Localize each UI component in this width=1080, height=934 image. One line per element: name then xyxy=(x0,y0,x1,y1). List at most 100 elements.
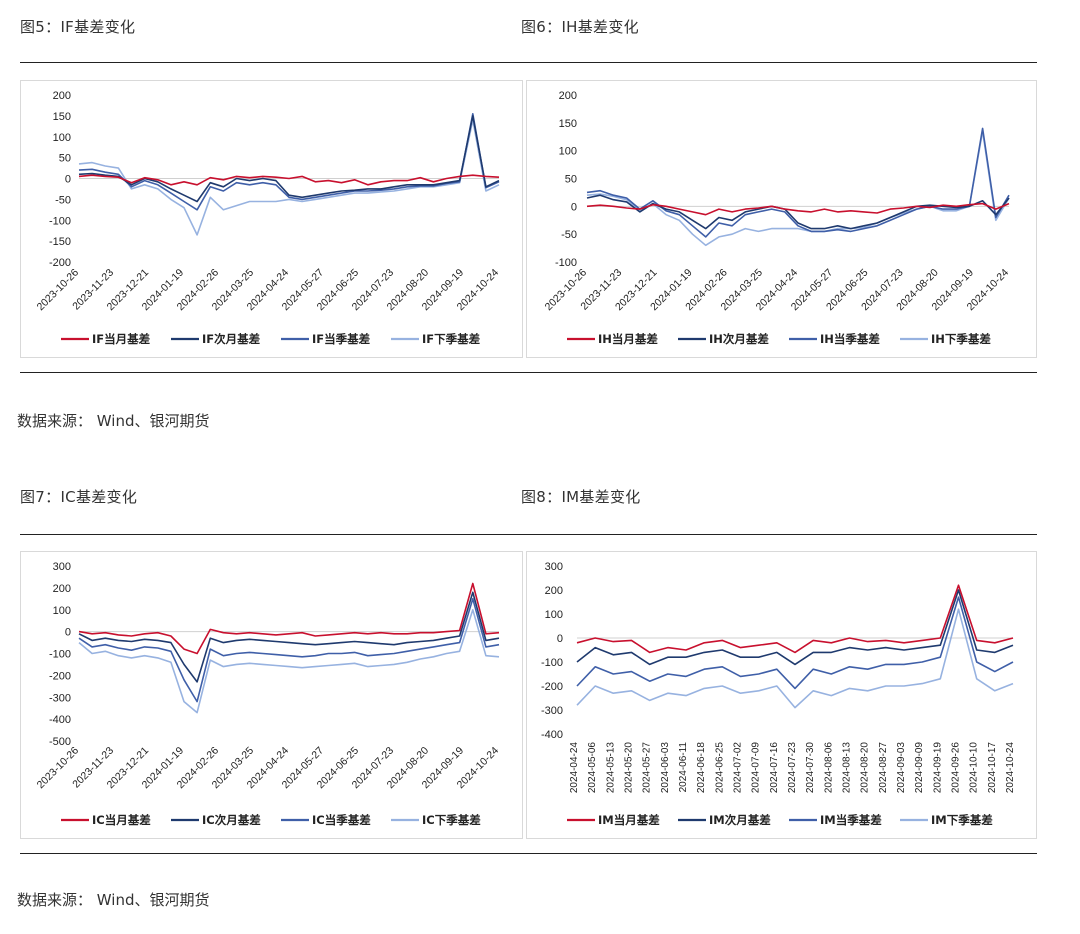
x-tick-label: 2024-07-16 xyxy=(769,742,780,794)
bottom-rule xyxy=(20,853,1037,854)
y-tick-label: 300 xyxy=(53,561,71,573)
legend-label: IF当月基差 xyxy=(92,332,151,346)
x-tick-label: 2024-07-09 xyxy=(751,742,762,794)
x-tick-label: 2024-06-03 xyxy=(660,742,671,794)
figure-7-caption: 图7：IC基差变化 xyxy=(20,488,138,506)
mid-rule-2 xyxy=(20,534,1037,535)
x-tick-label: 2024-09-09 xyxy=(914,742,925,794)
x-tick-label: 2024-05-06 xyxy=(587,742,598,794)
x-tick-label: 2024-08-13 xyxy=(842,742,853,794)
legend-label: IC次月基差 xyxy=(202,813,261,827)
x-tick-label: 2024-09-03 xyxy=(896,742,907,794)
chart-panel-ih: 200 150 100 50 0 -50 -100 2023-10-26 2023-11-23 2… xyxy=(526,80,1037,358)
y-tick-label: 300 xyxy=(545,561,563,573)
y-tick-label: 100 xyxy=(53,605,71,617)
legend-label: IH次月基差 xyxy=(709,332,769,346)
legend-label: IM下季基差 xyxy=(931,813,993,827)
x-tick-label: 2024-08-27 xyxy=(878,742,889,794)
series-line-current-month xyxy=(78,174,500,186)
chart-panel-im: 300 200 100 0 -100 -200 -300 -400 2024-04-24 2024… xyxy=(526,551,1037,839)
y-tick-label: -400 xyxy=(541,729,563,741)
series-line-current-month xyxy=(576,584,1014,654)
figure-8-caption: 图8：IM基差变化 xyxy=(521,488,641,506)
im-basis-chart: 300 200 100 0 -100 -200 -300 -400 2024-04-24 2024… xyxy=(541,561,1016,827)
y-tick-label: 100 xyxy=(559,146,577,158)
legend-label: IC下季基差 xyxy=(422,813,481,827)
y-tick-label: 200 xyxy=(545,585,563,597)
legend-label: IF下季基差 xyxy=(422,332,481,346)
x-tick-label: 2024-07-30 xyxy=(805,742,816,794)
series-line-current-month xyxy=(586,202,1010,216)
series-line-next-month xyxy=(586,194,1010,230)
ih-basis-chart: 200150100500-50-1002023-10-262023-11-232… xyxy=(543,90,1012,346)
y-tick-label: 100 xyxy=(53,132,71,144)
figure-5-caption: 图5：IF基差变化 xyxy=(20,18,136,36)
series-line-next-quarter xyxy=(586,130,1010,247)
legend-label: IM当季基差 xyxy=(820,813,882,827)
x-tick-label: 2024-08-06 xyxy=(823,742,834,794)
figure-6-caption: 图6：IH基差变化 xyxy=(521,18,639,36)
x-tick-label: 2024-06-11 xyxy=(678,742,689,793)
series-line-next-quarter xyxy=(78,608,500,714)
series-line-current-month xyxy=(78,582,500,655)
y-tick-label: 0 xyxy=(65,174,71,186)
top-rule xyxy=(20,62,1037,63)
source-note-top: 数据来源： Wind、银河期货 xyxy=(17,412,210,430)
y-tick-label: -400 xyxy=(49,714,71,726)
legend-label: IH当月基差 xyxy=(598,332,658,346)
x-tick-label: 2024-04-24 xyxy=(569,742,580,794)
legend-label: IC当季基差 xyxy=(312,813,371,827)
chart-panel-ic: 300 200 100 0 -100 -200 -300 -400 -500 2023-10-26… xyxy=(20,551,523,839)
x-tick-label: 2024-06-18 xyxy=(696,742,707,794)
y-tick-label: -200 xyxy=(541,681,563,693)
x-tick-label: 2024-05-13 xyxy=(605,742,616,794)
legend-label: IC当月基差 xyxy=(92,813,151,827)
series-line-next-quarter xyxy=(576,608,1014,709)
y-tick-label: -200 xyxy=(49,670,71,682)
series-line-next-month xyxy=(576,589,1014,666)
y-tick-label: -100 xyxy=(49,649,71,661)
x-tick-label: 2024-05-27 xyxy=(642,742,653,794)
y-tick-label: -100 xyxy=(49,215,71,227)
x-tick-label: 2024-10-24 xyxy=(1005,742,1016,794)
y-tick-label: -150 xyxy=(49,236,71,248)
y-tick-label: 200 xyxy=(53,90,71,102)
legend-label: IF次月基差 xyxy=(202,332,261,346)
mid-rule-1 xyxy=(20,372,1037,373)
x-tick-label: 2024-05-20 xyxy=(624,742,635,794)
y-tick-label: 200 xyxy=(53,583,71,595)
y-tick-label: -200 xyxy=(49,257,71,269)
series-line-current-quarter xyxy=(576,596,1014,690)
x-tick-label: 2024-08-20 xyxy=(860,742,871,794)
y-tick-label: -300 xyxy=(541,705,563,717)
series-line-current-quarter xyxy=(78,597,500,703)
series-line-current-quarter xyxy=(78,112,500,211)
y-tick-label: -500 xyxy=(49,736,71,748)
y-tick-label: 0 xyxy=(571,201,577,213)
y-tick-label: 150 xyxy=(559,118,577,130)
if-basis-chart: 200150100500-50-100-150-2002023-10-26202… xyxy=(35,90,502,346)
x-tick-label: 2024-06-25 xyxy=(714,742,725,794)
x-tick-label: 2024-10-10 xyxy=(969,742,980,794)
legend-label: IM当月基差 xyxy=(598,813,660,827)
series-line-next-month xyxy=(78,591,500,683)
y-tick-label: -100 xyxy=(541,657,563,669)
legend-label: IM次月基差 xyxy=(709,813,771,827)
y-tick-label: 200 xyxy=(559,90,577,102)
y-tick-label: -50 xyxy=(561,229,577,241)
x-tick-label: 2024-09-26 xyxy=(951,742,962,794)
x-tick-label: 2024-09-19 xyxy=(932,742,943,794)
y-tick-label: -300 xyxy=(49,692,71,704)
ic-basis-chart: 3002001000-100-200-300-400-5002023-10-26… xyxy=(35,561,502,827)
source-note-bottom: 数据来源： Wind、银河期货 xyxy=(17,891,210,909)
y-tick-label: 50 xyxy=(59,153,71,165)
series-line-next-quarter xyxy=(78,119,500,236)
y-tick-label: 150 xyxy=(53,111,71,123)
y-tick-label: -50 xyxy=(55,194,71,206)
series-line-current-quarter xyxy=(586,127,1010,238)
y-tick-label: 0 xyxy=(557,633,563,645)
series-line-next-month xyxy=(78,115,500,203)
legend-label: IF当季基差 xyxy=(312,332,371,346)
legend-label: IH当季基差 xyxy=(820,332,880,346)
y-tick-label: 50 xyxy=(565,174,577,186)
